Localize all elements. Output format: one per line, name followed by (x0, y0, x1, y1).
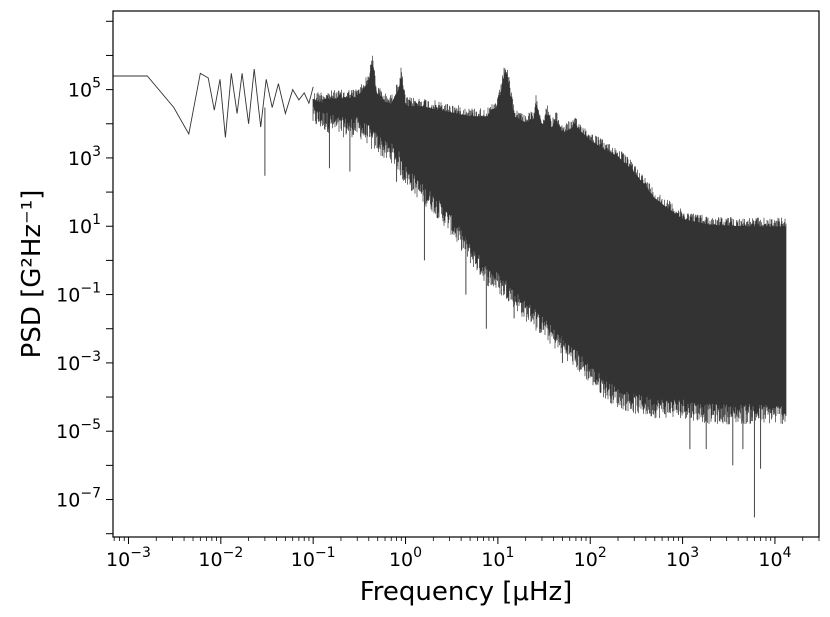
y-tick-label: 103 (68, 144, 101, 170)
x-tick-label: 102 (574, 545, 607, 571)
psd-dips (264, 107, 762, 518)
x-tick-label: 100 (389, 545, 422, 571)
plot-frame (112, 10, 820, 538)
x-tick-label: 103 (666, 545, 699, 571)
psd-line-lowfreq (113, 68, 314, 138)
x-tick-label: 104 (758, 545, 791, 571)
y-tick-label: 10−1 (56, 281, 101, 307)
y-tick-label: 105 (68, 76, 101, 102)
x-tick-label: 101 (481, 545, 514, 571)
y-tick-label: 10−3 (56, 349, 101, 375)
x-tick-label: 10−1 (291, 545, 336, 571)
y-axis-label: PSD [G²Hz⁻¹] (17, 190, 47, 359)
x-tick-label: 10−3 (106, 545, 151, 571)
y-tick-label: 101 (68, 212, 101, 238)
psd-band-core (313, 66, 785, 395)
psd-series (113, 55, 787, 518)
y-tick-label: 10−7 (56, 486, 101, 512)
y-tick-label: 10−5 (56, 417, 101, 443)
axis-ticks: 10−3 10−2 10−1 100 101 102 103 104 10−7 10−5 10−3 1… (56, 20, 820, 571)
x-axis-label: Frequency [μHz] (360, 577, 573, 607)
x-tick-label: 10−2 (198, 545, 243, 571)
